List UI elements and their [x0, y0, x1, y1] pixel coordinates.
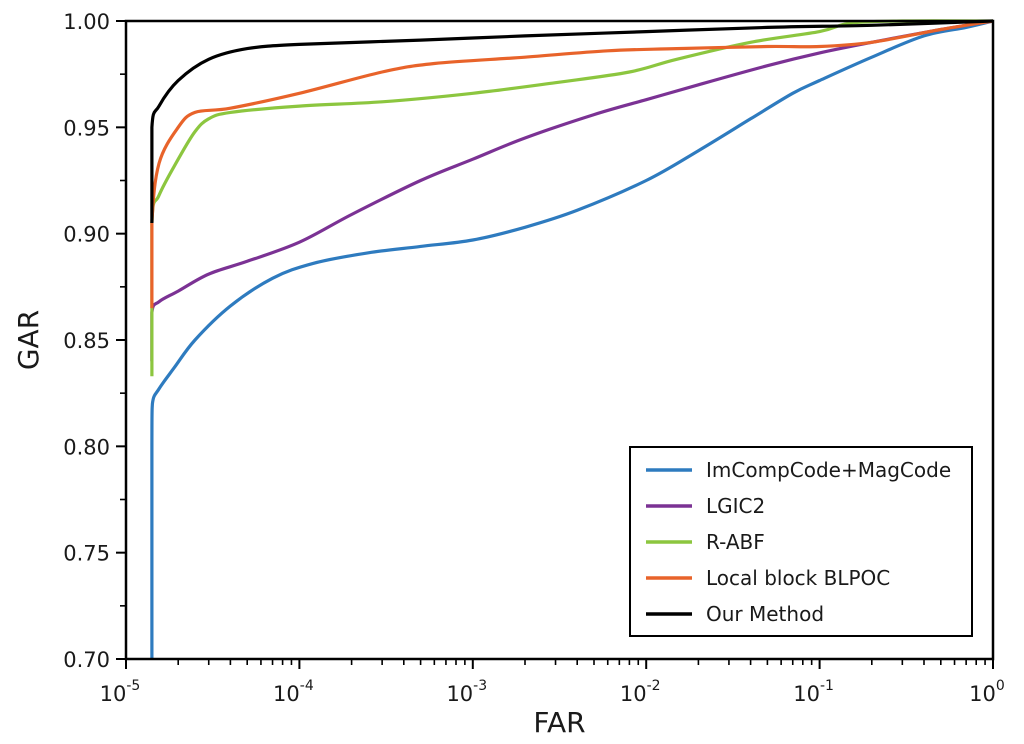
legend-label: Our Method	[706, 602, 824, 626]
y-tick-label: 0.95	[63, 116, 110, 140]
x-tick-base: 10	[100, 682, 127, 706]
y-tick-label: 0.90	[63, 223, 110, 247]
x-tick-label: 10-3	[446, 678, 487, 706]
x-tick-label: 100	[969, 678, 1005, 706]
y-tick-label: 0.85	[63, 329, 110, 353]
legend-label: ImCompCode+MagCode	[706, 458, 951, 482]
y-tick-label: 0.75	[63, 542, 110, 566]
series-line-1	[150, 19, 994, 362]
x-tick-label: 10-4	[273, 678, 314, 706]
legend-label: Local block BLPOC	[706, 566, 890, 590]
x-tick-label: 10-2	[620, 678, 661, 706]
y-tick-label: 0.70	[63, 648, 110, 672]
legend-label: R-ABF	[706, 530, 765, 554]
x-tick-label: 10-1	[793, 678, 834, 706]
curves-layer	[150, 19, 994, 659]
x-tick-base: 10	[620, 682, 647, 706]
x-tick-base: 10	[969, 682, 996, 706]
x-tick-exponent: -5	[126, 678, 140, 694]
series-line-0	[150, 19, 994, 659]
series-line-4	[150, 19, 994, 223]
legend: ImCompCode+MagCode LGIC2 R-ABF Local block …	[629, 446, 973, 637]
series-line-2	[150, 19, 994, 377]
x-tick-exponent: -2	[647, 678, 661, 694]
x-tick-exponent: 0	[996, 678, 1005, 694]
x-tick-label: 10-5	[100, 678, 141, 706]
x-tick-base: 10	[273, 682, 300, 706]
y-tick-label: 1.00	[63, 10, 110, 34]
y-axis-title: GAR	[12, 310, 45, 370]
x-tick-exponent: -3	[473, 678, 487, 694]
legend-label: LGIC2	[706, 494, 765, 518]
y-tick-label: 0.80	[63, 435, 110, 459]
axis-tick-labels: 10-5 10-4 10-3 10-2 10-1 1000.700.750.800.850…	[63, 10, 1005, 706]
x-tick-base: 10	[446, 682, 473, 706]
x-tick-exponent: -1	[820, 678, 834, 694]
x-axis-title: FAR	[533, 706, 585, 739]
axis-ticks	[116, 20, 994, 669]
x-tick-exponent: -4	[300, 678, 314, 694]
series-line-3	[150, 19, 994, 309]
x-tick-base: 10	[793, 682, 820, 706]
